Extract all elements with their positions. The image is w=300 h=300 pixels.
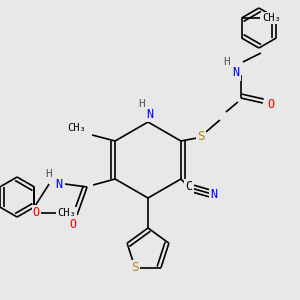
Text: CH₃: CH₃ bbox=[262, 13, 281, 23]
Text: S: S bbox=[131, 261, 139, 274]
Text: H: H bbox=[139, 99, 145, 109]
Text: O: O bbox=[33, 206, 40, 220]
Text: N: N bbox=[232, 67, 239, 80]
Text: O: O bbox=[267, 98, 274, 112]
Text: S: S bbox=[197, 130, 205, 142]
Text: CH₃: CH₃ bbox=[68, 123, 86, 133]
Text: N: N bbox=[210, 188, 218, 202]
Text: N: N bbox=[56, 178, 63, 191]
Text: O: O bbox=[70, 218, 77, 232]
Text: H: H bbox=[224, 57, 230, 67]
Text: N: N bbox=[146, 107, 154, 121]
Text: CH₃: CH₃ bbox=[57, 208, 76, 218]
Text: C: C bbox=[185, 181, 193, 194]
Text: H: H bbox=[46, 169, 52, 179]
